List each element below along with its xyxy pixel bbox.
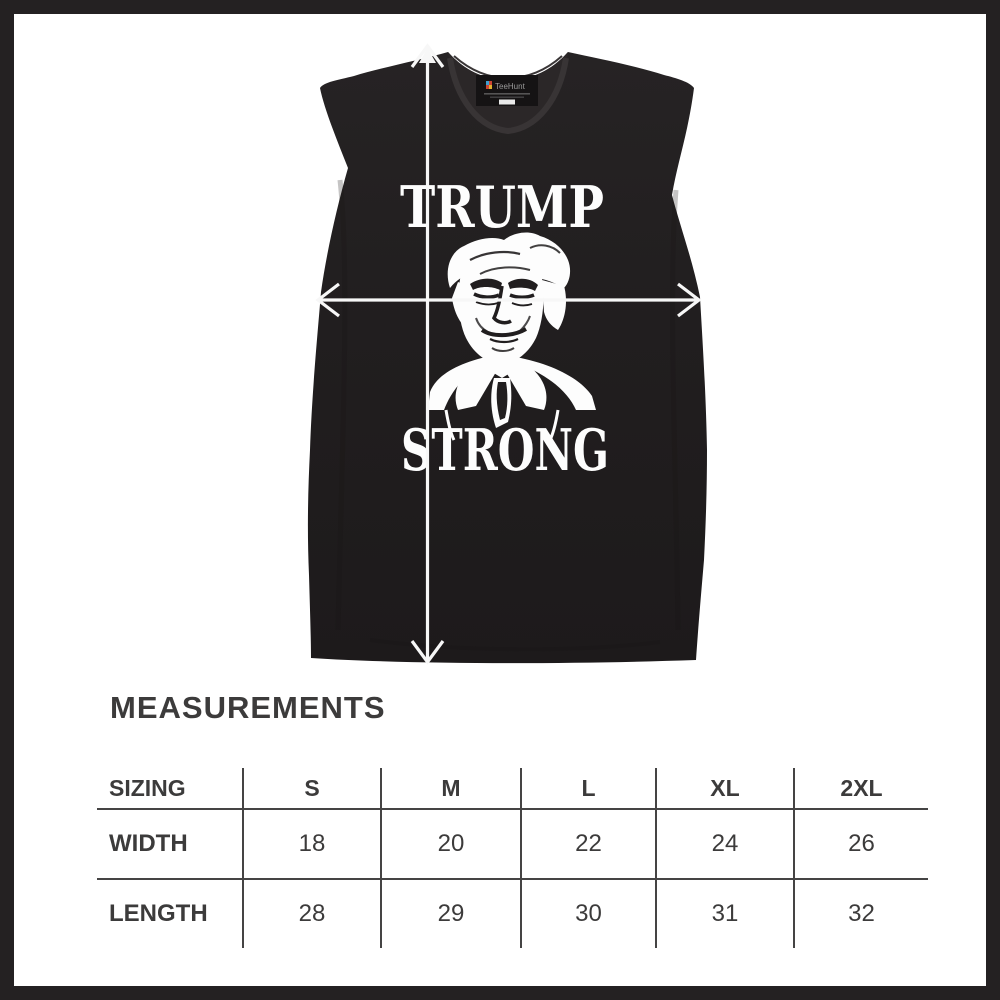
length-m: 29	[380, 880, 520, 948]
width-s: 18	[242, 810, 380, 880]
table-header-2xl: 2XL	[793, 768, 928, 810]
table-row-length-label: LENGTH	[109, 900, 208, 927]
table-header-s: S	[242, 768, 380, 810]
length-arrow	[410, 43, 445, 665]
length-s: 28	[242, 880, 380, 948]
label-micro-text	[490, 96, 524, 98]
table-header-l: L	[520, 768, 655, 810]
fold-shadow	[335, 179, 348, 631]
design-bottom-text: STRONG	[401, 417, 609, 484]
length-l: 30	[520, 880, 655, 948]
table-row-width-label: WIDTH	[97, 810, 242, 880]
label-size-tag	[499, 99, 515, 105]
table-header-m: M	[380, 768, 520, 810]
width-m: 20	[380, 810, 520, 880]
width-arrow	[315, 282, 702, 318]
trump-face-stencil-graphic	[428, 232, 596, 441]
collar-band	[447, 57, 569, 135]
length-xl: 31	[655, 880, 793, 948]
fold-shadow	[670, 189, 681, 631]
table-header-sizing: SIZING	[97, 768, 242, 810]
fold-shadow	[369, 638, 661, 652]
width-xl: 24	[655, 810, 793, 880]
design-top-text: TRUMP	[400, 174, 604, 241]
neck-label: TeeHunt	[476, 75, 538, 106]
shirt-image: TeeHunt TRUMP	[307, 43, 707, 665]
label-micro-text	[484, 93, 530, 95]
width-2xl: 26	[793, 810, 928, 880]
neck-label-brand: TeeHunt	[495, 82, 526, 91]
length-2xl: 32	[793, 880, 928, 948]
measurements-title: MEASUREMENTS	[110, 690, 386, 725]
width-l: 22	[520, 810, 655, 880]
size-table: SIZING S M L XL 2XL WIDTH 18 20 22 24 26…	[97, 768, 928, 948]
table-header-xl: XL	[655, 768, 793, 810]
